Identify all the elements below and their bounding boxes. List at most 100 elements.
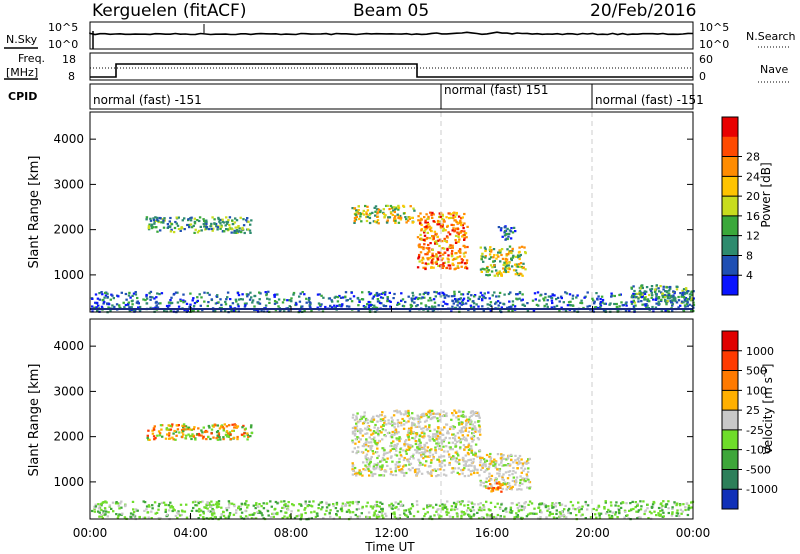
heatmap-cell xyxy=(494,466,497,469)
heatmap-cell xyxy=(381,510,384,513)
heatmap-cell xyxy=(190,226,194,229)
heatmap-cell xyxy=(262,517,265,520)
heatmap-cell xyxy=(680,295,683,298)
heatmap-cell xyxy=(362,415,365,419)
heatmap-cell xyxy=(511,309,514,312)
heatmap-cell xyxy=(409,205,412,208)
heatmap-cell xyxy=(318,293,321,296)
heatmap-cell xyxy=(212,503,215,506)
heatmap-cell xyxy=(353,434,357,437)
heatmap-cell xyxy=(425,247,428,250)
heatmap-cell xyxy=(451,412,454,415)
heatmap-cell xyxy=(659,513,662,516)
heatmap-cell xyxy=(518,291,522,294)
heatmap-cell xyxy=(148,438,151,441)
heatmap-cell xyxy=(393,447,396,450)
heatmap-cell xyxy=(460,303,463,306)
heatmap-cell xyxy=(203,219,206,223)
heatmap-cell xyxy=(431,506,435,509)
heatmap-cell xyxy=(359,471,363,474)
heatmap-cell xyxy=(256,511,259,514)
heatmap-cell xyxy=(400,468,403,471)
nsearch-label: N.Search xyxy=(746,30,796,43)
heatmap-cell xyxy=(206,502,209,505)
heatmap-cell xyxy=(340,510,344,513)
heatmap-cell xyxy=(459,410,462,413)
heatmap-cell xyxy=(464,512,467,515)
heatmap-cell xyxy=(247,435,250,438)
heatmap-cell xyxy=(198,507,201,511)
heatmap-cell xyxy=(479,479,482,482)
heatmap-cell xyxy=(403,512,406,515)
heatmap-cell xyxy=(166,428,169,431)
heatmap-cell xyxy=(249,223,252,226)
heatmap-cell xyxy=(127,303,130,306)
heatmap-cell xyxy=(358,429,361,432)
heatmap-cell xyxy=(170,223,174,226)
heatmap-cell xyxy=(620,502,623,505)
heatmap-cell xyxy=(490,484,493,487)
heatmap-cell xyxy=(364,457,367,460)
heatmap-cell xyxy=(409,469,412,472)
heatmap-cell xyxy=(293,516,297,520)
heatmap-cell xyxy=(375,467,378,470)
heatmap-cell xyxy=(481,305,484,308)
heatmap-cell xyxy=(426,217,429,221)
heatmap-cell xyxy=(249,426,253,429)
heatmap-cell xyxy=(654,288,657,291)
heatmap-cell xyxy=(634,506,637,509)
heatmap-cell xyxy=(265,292,268,295)
heatmap-cell xyxy=(128,309,132,312)
heatmap-cell xyxy=(316,306,319,309)
heatmap-cell xyxy=(351,450,354,453)
heatmap-cell xyxy=(395,461,399,464)
heatmap-cell xyxy=(455,227,458,230)
heatmap-cell xyxy=(153,222,156,225)
heatmap-cell xyxy=(351,500,355,504)
heatmap-cell xyxy=(670,514,674,517)
heatmap-cell xyxy=(230,231,233,234)
heatmap-cell xyxy=(170,425,174,428)
heatmap-cell xyxy=(409,444,413,447)
heatmap-cell xyxy=(614,513,617,516)
heatmap-cell xyxy=(402,427,406,430)
heatmap-cell xyxy=(231,219,234,222)
heatmap-cell xyxy=(681,289,684,292)
heatmap-cell xyxy=(127,301,130,304)
heatmap-cell xyxy=(516,506,520,509)
heatmap-cell xyxy=(439,215,442,219)
heatmap-cell xyxy=(446,500,449,503)
heatmap-cell xyxy=(224,224,227,227)
heatmap-cell xyxy=(483,470,486,473)
heatmap-cell xyxy=(654,292,658,295)
heatmap-cell xyxy=(426,470,429,474)
heatmap-cell xyxy=(433,433,437,436)
heatmap-cell xyxy=(524,480,527,483)
heatmap-cell xyxy=(198,434,201,437)
heatmap-cell xyxy=(431,211,434,214)
heatmap-cell xyxy=(413,297,416,300)
heatmap-cell xyxy=(431,248,434,251)
heatmap-cell xyxy=(515,293,518,296)
heatmap-cell xyxy=(258,291,261,294)
heatmap-cell xyxy=(397,502,400,505)
heatmap-cell xyxy=(379,296,383,299)
heatmap-cell xyxy=(232,503,236,506)
heatmap-cell xyxy=(523,480,526,483)
heatmap-cell xyxy=(356,436,359,439)
heatmap-cell xyxy=(407,445,410,448)
heatmap-cell xyxy=(682,288,686,291)
heatmap-cell xyxy=(471,427,474,431)
heatmap-cell xyxy=(430,474,433,477)
heatmap-cell xyxy=(438,447,441,451)
heatmap-cell xyxy=(496,468,499,471)
heatmap-cell xyxy=(150,223,154,226)
heatmap-cell xyxy=(495,272,499,275)
nsky-panel xyxy=(89,21,694,50)
heatmap-cell xyxy=(464,419,468,422)
heatmap-cell xyxy=(150,517,153,520)
heatmap-cell xyxy=(459,441,462,444)
heatmap-cell xyxy=(226,296,229,299)
heatmap-cell xyxy=(439,415,442,418)
heatmap-cell xyxy=(467,444,470,447)
